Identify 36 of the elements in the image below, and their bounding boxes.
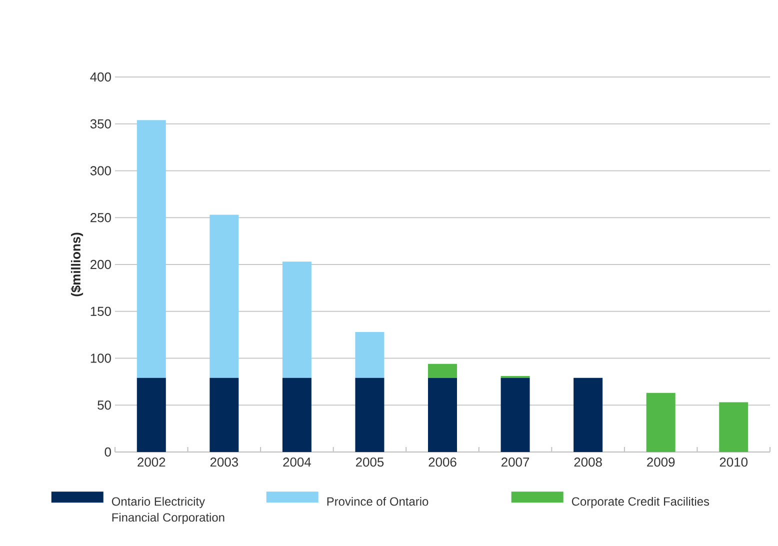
y-tick-label: 200 xyxy=(90,260,111,270)
bar xyxy=(210,378,239,452)
bar xyxy=(719,402,748,452)
bar xyxy=(574,378,603,452)
x-tick-label: 2004 xyxy=(283,458,311,467)
y-tick-label: 50 xyxy=(98,400,111,410)
bar xyxy=(282,378,312,452)
bar xyxy=(646,392,676,452)
x-tick-label: 2010 xyxy=(720,458,748,467)
bar xyxy=(355,332,384,378)
y-tick-label: 350 xyxy=(90,119,111,128)
bar xyxy=(282,262,312,378)
x-tick-label: 2002 xyxy=(138,458,166,467)
bar xyxy=(428,364,458,378)
x-tick-label: 2006 xyxy=(428,458,456,467)
y-tick-label: 400 xyxy=(90,72,111,82)
y-tick-label: 250 xyxy=(90,213,111,222)
x-tick-label: 2009 xyxy=(647,458,675,467)
y-tick-label: 150 xyxy=(90,306,111,316)
bar xyxy=(210,214,239,378)
y-tick-label: 300 xyxy=(90,166,111,176)
bar xyxy=(355,378,384,452)
y-tick-label: 0 xyxy=(104,447,111,457)
legend-label: Province of Ontario xyxy=(327,496,428,506)
bar xyxy=(500,378,530,452)
x-tick-label: 2005 xyxy=(356,458,384,467)
y-tick-label: 100 xyxy=(90,354,111,363)
x-tick-label: 2003 xyxy=(210,458,238,467)
bar xyxy=(136,120,166,378)
legend-label: Ontario Electricity Financial Corporation xyxy=(112,496,224,524)
bar xyxy=(136,378,166,452)
legend-label: Corporate Credit Facilities xyxy=(572,496,710,508)
y-axis-title: ($millions) xyxy=(70,232,84,296)
bar xyxy=(428,378,458,452)
x-tick-label: 2008 xyxy=(574,458,602,467)
x-tick-label: 2007 xyxy=(502,458,530,467)
